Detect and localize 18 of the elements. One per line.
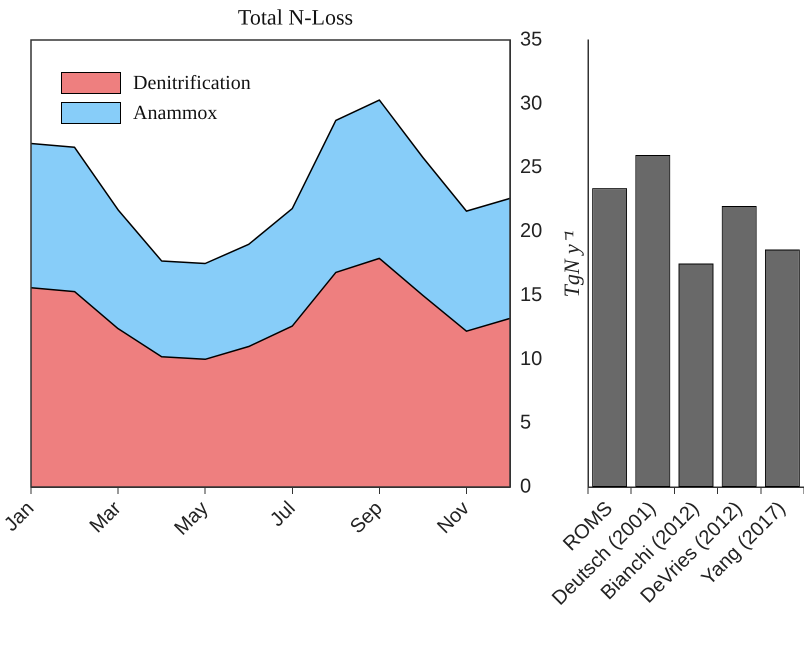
x-tick-label: Sep xyxy=(346,497,387,538)
y-tick-label: 20 xyxy=(520,220,542,242)
x-tick-label: Nov xyxy=(433,497,474,538)
x-tick-label: May xyxy=(170,497,213,540)
x-tick-label: Jul xyxy=(266,497,300,532)
y-tick-label: 35 xyxy=(520,28,542,51)
y-tick-label: 25 xyxy=(520,156,542,178)
legend-label: Anammox xyxy=(133,102,218,124)
x-tick-label: Jan xyxy=(0,497,38,536)
y-tick-label: 10 xyxy=(520,348,542,370)
y-tick-label: 0 xyxy=(520,476,532,498)
x-tick-label: Mar xyxy=(86,497,126,538)
y-tick-label: 5 xyxy=(520,412,532,434)
chart-title: Total N-Loss xyxy=(238,4,354,30)
y-tick-label: 15 xyxy=(520,284,542,306)
legend-label: Denitrification xyxy=(133,72,251,94)
y-tick-label: 30 xyxy=(520,92,542,114)
y-axis-title: TgN y⁻¹ xyxy=(558,230,585,297)
